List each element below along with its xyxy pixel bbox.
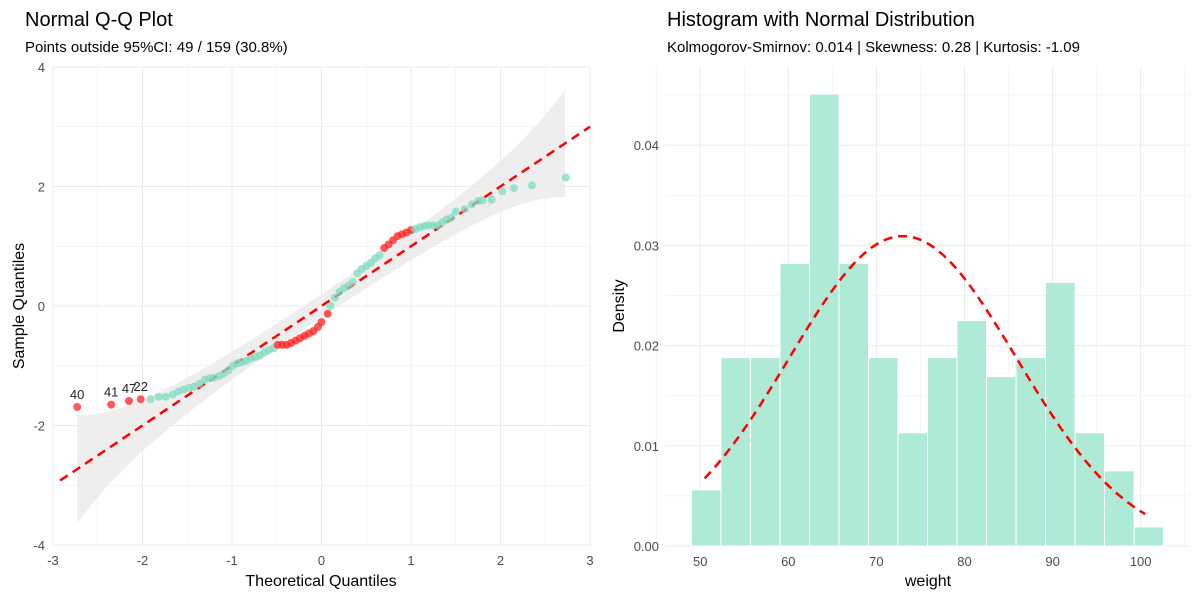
confidence-band bbox=[77, 89, 565, 524]
outlier-label: 40 bbox=[70, 387, 84, 402]
hist-subtitle: Kolmogorov-Smirnov: 0.014 | Skewness: 0.… bbox=[667, 39, 1080, 56]
qq-x-axis-title: Theoretical Quantiles bbox=[245, 573, 396, 590]
histogram-bar bbox=[897, 432, 929, 547]
qq-point bbox=[161, 392, 170, 401]
histogram-bar bbox=[956, 320, 988, 547]
histogram-bar bbox=[808, 93, 840, 547]
qq-subtitle: Points outside 95%CI: 49 / 159 (30.8%) bbox=[25, 39, 288, 56]
qq-point bbox=[527, 181, 536, 190]
histogram-bar bbox=[690, 489, 722, 547]
qq-title: Normal Q-Q Plot bbox=[25, 9, 173, 31]
histogram-bar bbox=[720, 357, 751, 547]
x-tick-label: 60 bbox=[781, 554, 795, 569]
qq-point bbox=[447, 213, 456, 222]
x-tick-label: -3 bbox=[47, 553, 59, 568]
histogram-bar bbox=[1074, 432, 1106, 547]
y-tick-label: 0.02 bbox=[634, 339, 659, 354]
y-tick-label: -4 bbox=[33, 538, 45, 553]
qq-point bbox=[467, 200, 476, 209]
outlier-label: 41 bbox=[104, 385, 118, 400]
histogram-bar bbox=[838, 262, 869, 547]
qq-point bbox=[348, 278, 357, 287]
qq-point bbox=[561, 173, 570, 182]
outside-point bbox=[323, 309, 332, 318]
normal-curve bbox=[703, 234, 1146, 516]
y-tick-label: -2 bbox=[33, 419, 45, 434]
hist-title: Histogram with Normal Distribution bbox=[667, 9, 975, 31]
histogram-plot: 50 60 70 80 90 100 0.00 0.01 0.02 0.03 0.04 bbox=[634, 67, 1190, 569]
x-tick-label: 3 bbox=[586, 553, 593, 568]
x-tick-label: 80 bbox=[957, 554, 971, 569]
qq-point bbox=[509, 184, 518, 193]
hist-y-axis-title: Density bbox=[611, 279, 628, 332]
x-tick-label: 2 bbox=[497, 553, 504, 568]
histogram-bar bbox=[927, 357, 958, 547]
outside-point bbox=[317, 318, 326, 327]
outlier-label: 47 bbox=[122, 381, 136, 396]
y-tick-label: 0.01 bbox=[634, 439, 659, 454]
x-tick-label: -2 bbox=[137, 553, 149, 568]
y-tick-label: 0.00 bbox=[634, 539, 659, 554]
histogram-bar bbox=[749, 357, 781, 547]
histogram-bar bbox=[1133, 526, 1165, 547]
x-tick-label: 90 bbox=[1045, 554, 1059, 569]
y-tick-label: 2 bbox=[38, 180, 45, 195]
x-tick-label: 50 bbox=[693, 554, 707, 569]
qq-point bbox=[451, 207, 460, 216]
y-tick-label: 0.03 bbox=[634, 238, 659, 253]
qq-point bbox=[195, 379, 204, 388]
hist-x-axis-title: weight bbox=[904, 573, 952, 590]
x-tick-label: 0 bbox=[318, 553, 325, 568]
x-tick-label: 100 bbox=[1130, 554, 1152, 569]
x-tick-label: -1 bbox=[226, 553, 238, 568]
qq-point bbox=[487, 195, 496, 204]
y-tick-label: 0 bbox=[38, 299, 45, 314]
outlier-label: 22 bbox=[133, 379, 147, 394]
x-tick-label: 70 bbox=[869, 554, 883, 569]
qq-point bbox=[154, 392, 163, 401]
qq-point bbox=[330, 293, 339, 302]
qq-point bbox=[375, 251, 384, 260]
outside-point bbox=[73, 402, 82, 411]
qq-point bbox=[478, 196, 487, 205]
outside-point bbox=[125, 397, 134, 406]
y-tick-label: 4 bbox=[38, 60, 45, 75]
histogram-bar bbox=[867, 357, 899, 547]
y-tick-label: 0.04 bbox=[634, 138, 659, 153]
x-tick-label: 1 bbox=[407, 553, 414, 568]
qq-point bbox=[326, 302, 335, 310]
qq-point bbox=[146, 395, 155, 404]
qq-point bbox=[498, 187, 507, 196]
outside-point bbox=[136, 395, 145, 404]
histogram-bar bbox=[1104, 470, 1135, 547]
histogram-bar bbox=[1015, 357, 1047, 547]
qq-y-axis-title: Sample Quantiles bbox=[11, 243, 28, 369]
outside-point bbox=[107, 400, 116, 409]
qq-point bbox=[460, 205, 469, 214]
histogram-bar bbox=[779, 262, 810, 547]
reference-line bbox=[59, 125, 591, 482]
histogram-bar bbox=[986, 376, 1017, 547]
